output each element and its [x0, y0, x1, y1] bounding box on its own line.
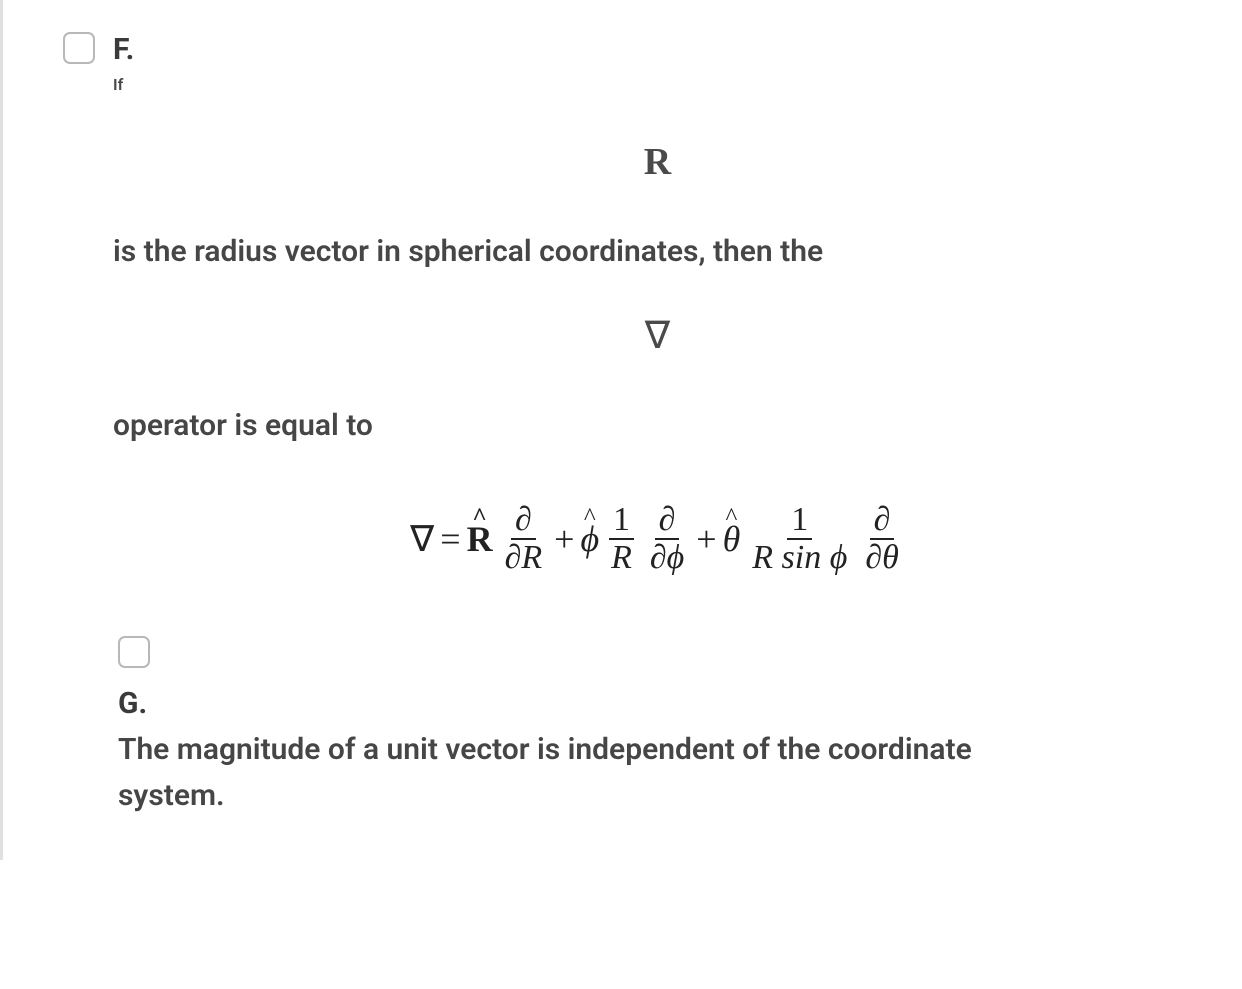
eq-nabla: ∇: [410, 513, 434, 565]
hat-icon: ^: [726, 500, 738, 537]
eq-equals: =: [440, 513, 460, 565]
eq-frac3b-num: ∂: [870, 502, 895, 540]
eq-frac1: ∂ ∂R: [501, 502, 547, 575]
eq-phi-hat: ^ ϕ: [580, 513, 599, 565]
option-g-checkbox-row: [118, 636, 1202, 668]
eq-frac1-num: ∂: [511, 502, 536, 540]
hat-icon: ^: [584, 500, 596, 537]
option-g-text: The magnitude of a unit vector is indepe…: [118, 727, 1038, 820]
option-f-text-if: If: [113, 75, 134, 94]
eq-frac1-den: ∂R: [501, 540, 547, 576]
eq-frac3a-den-text: R sin ϕ: [752, 539, 847, 576]
equation-nabla-spherical: ∇ = ^ R ∂ ∂R + ^ ϕ 1 R ∂ ∂ϕ: [113, 502, 1202, 575]
option-f-label: F.: [113, 30, 134, 69]
eq-frac3b-den: ∂θ: [861, 540, 903, 576]
symbol-R: R: [113, 135, 1202, 190]
checkbox-f[interactable]: [63, 32, 95, 64]
eq-plus2: +: [696, 513, 716, 565]
option-f-text-line3: operator is equal to: [113, 404, 1202, 448]
option-g-label: G.: [118, 686, 1202, 721]
checkbox-g[interactable]: [118, 636, 150, 668]
eq-frac3a-den: R sin ϕ: [748, 540, 851, 576]
eq-theta-hat: ^ θ: [723, 513, 741, 565]
option-f-body: R is the radius vector in spherical coor…: [113, 135, 1202, 576]
symbol-R-text: R: [644, 141, 671, 183]
eq-frac2a-den: R: [607, 540, 636, 576]
option-f-text-line2: is the radius vector in spherical coordi…: [113, 230, 1202, 274]
option-f-label-col: F. If: [113, 30, 134, 100]
symbol-nabla-text: ∇: [645, 315, 670, 357]
eq-frac3b: ∂ ∂θ: [861, 502, 903, 575]
eq-frac3a-num: 1: [787, 502, 812, 540]
hat-icon: ^: [472, 500, 487, 537]
eq-plus1: +: [554, 513, 574, 565]
eq-frac3a: 1 R sin ϕ: [748, 502, 851, 575]
eq-frac2a: 1 R: [607, 502, 636, 575]
option-g: G. The magnitude of a unit vector is ind…: [63, 636, 1202, 820]
eq-R-hat: ^ R: [467, 513, 493, 565]
eq-frac2b-num: ∂: [655, 502, 680, 540]
eq-frac2b: ∂ ∂ϕ: [646, 502, 688, 575]
option-f-header: F. If: [63, 30, 1202, 100]
eq-frac2b-den: ∂ϕ: [646, 540, 688, 576]
option-f: F. If R is the radius vector in spherica…: [63, 30, 1202, 576]
symbol-nabla: ∇: [113, 309, 1202, 364]
eq-frac2a-num: 1: [609, 502, 634, 540]
